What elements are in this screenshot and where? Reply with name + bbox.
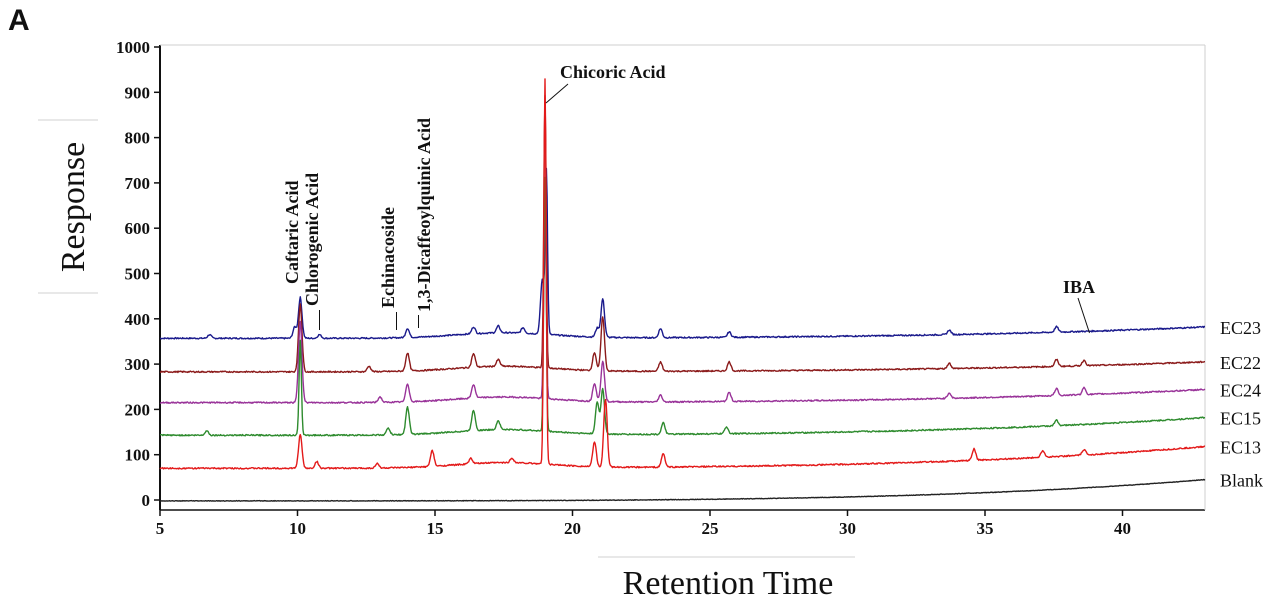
trace-labels: EC23 EC22 EC24 EC15 EC13 Blank bbox=[1220, 318, 1263, 491]
y-tick-label: 700 bbox=[125, 174, 151, 193]
y-tick-label: 200 bbox=[125, 400, 151, 419]
trace-ec13 bbox=[159, 78, 1206, 470]
y-ticks: 0 100 200 300 400 500 600 700 800 900 1000 bbox=[116, 38, 160, 510]
peak-label: Echinacoside bbox=[378, 207, 398, 308]
traces bbox=[159, 78, 1206, 502]
x-axis-title: Retention Time bbox=[623, 565, 834, 602]
y-tick-label: 900 bbox=[125, 83, 151, 102]
peak-leader-line bbox=[1077, 297, 1090, 334]
peak-leader-line bbox=[545, 83, 569, 104]
x-tick-label: 10 bbox=[289, 519, 306, 538]
trace-blank bbox=[159, 478, 1206, 502]
peak-label: Caftaric Acid bbox=[282, 181, 302, 284]
plot-frame bbox=[38, 44, 1206, 558]
x-tick-label: 15 bbox=[427, 519, 444, 538]
panel-label: A bbox=[8, 4, 30, 37]
trace-label-ec15: EC15 bbox=[1220, 409, 1261, 429]
x-tick-label: 20 bbox=[564, 519, 581, 538]
peak-label: Chicoric Acid bbox=[560, 62, 666, 82]
trace-label-ec24: EC24 bbox=[1220, 380, 1261, 400]
x-tick-label: 30 bbox=[839, 519, 856, 538]
y-tick-label: 800 bbox=[125, 129, 151, 148]
trace-ec23 bbox=[159, 167, 1206, 340]
y-tick-label: 500 bbox=[125, 265, 151, 284]
x-tick-label: 25 bbox=[702, 519, 719, 538]
peak-labels: Caftaric Acid Chlorogenic Acid Echinacosid… bbox=[282, 62, 1095, 334]
trace-label-blank: Blank bbox=[1220, 471, 1263, 491]
peak-label: Chlorogenic Acid bbox=[302, 173, 322, 306]
peak-label: IBA bbox=[1063, 277, 1095, 297]
x-tick-label: 5 bbox=[156, 519, 165, 538]
peak-label: 1,3-Dicaffeoylquinic Acid bbox=[414, 118, 434, 312]
y-tick-label: 1000 bbox=[116, 38, 150, 57]
trace-ec15 bbox=[159, 176, 1206, 437]
y-axis-title: Response bbox=[55, 142, 92, 272]
x-tick-label: 40 bbox=[1114, 519, 1131, 538]
trace-label-ec23: EC23 bbox=[1220, 318, 1261, 338]
y-tick-label: 0 bbox=[142, 491, 151, 510]
x-tick-label: 35 bbox=[977, 519, 994, 538]
y-tick-label: 400 bbox=[125, 310, 151, 329]
y-tick-label: 300 bbox=[125, 355, 151, 374]
trace-ec22 bbox=[159, 94, 1206, 374]
y-tick-label: 600 bbox=[125, 219, 151, 238]
x-ticks: 5 10 15 20 25 30 35 40 bbox=[156, 510, 1131, 538]
trace-ec24 bbox=[159, 179, 1206, 404]
y-tick-label: 100 bbox=[125, 446, 151, 465]
trace-label-ec22: EC22 bbox=[1220, 353, 1261, 373]
trace-label-ec13: EC13 bbox=[1220, 438, 1261, 458]
